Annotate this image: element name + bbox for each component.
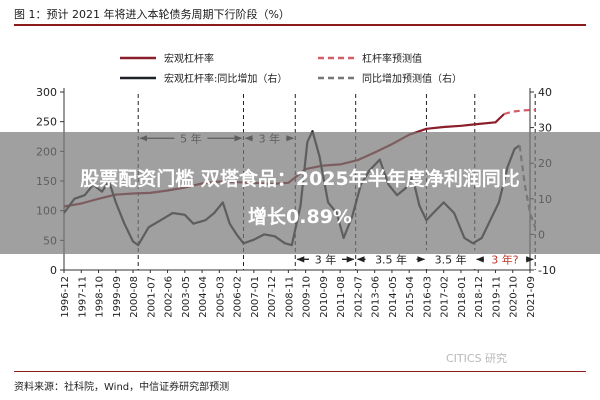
data-source-note: 资料来源：社科院，Wind，中信证券研究部预测 bbox=[14, 382, 230, 393]
x-tick-label: 2001-07 bbox=[146, 276, 157, 318]
right-tick-label: 40 bbox=[538, 86, 552, 99]
x-tick-label: 2019-11 bbox=[491, 276, 502, 318]
x-tick-label: 2007-01 bbox=[250, 276, 261, 318]
period-label: 3.5 年 bbox=[435, 252, 467, 266]
x-tick-label: 2020-10 bbox=[509, 276, 520, 318]
x-tick-label: 2003-05 bbox=[181, 276, 192, 318]
x-tick-label: 1997-11 bbox=[77, 276, 88, 318]
headline-line-1: 股票配资门槛 双塔食品：2025年半年度净利润同比 bbox=[80, 168, 520, 190]
period-label-bg bbox=[425, 250, 477, 267]
x-tick-label: 2008-11 bbox=[284, 276, 295, 318]
x-tick-label: 2018-12 bbox=[474, 276, 485, 318]
x-tick-label: 2012-07 bbox=[353, 276, 364, 318]
x-tick-label: 2014-05 bbox=[388, 276, 399, 318]
x-tick-label: 2015-04 bbox=[405, 276, 416, 318]
legend-label-yoy: 宏观杠杆率:同比增加（右） bbox=[164, 72, 287, 85]
period-label: 3 年? bbox=[491, 252, 518, 266]
period-label: 3.5 年 bbox=[375, 252, 407, 266]
x-tick-label: 2021-09 bbox=[526, 276, 537, 318]
x-tick-label: 2006-02 bbox=[233, 276, 244, 318]
x-tick-label: 2010-09 bbox=[319, 276, 330, 318]
period-label-bg bbox=[365, 250, 417, 267]
x-tick-label: 2004-04 bbox=[198, 276, 209, 318]
x-tick-label: 2007-12 bbox=[267, 276, 278, 318]
x-tick-label: 1996-12 bbox=[60, 276, 71, 318]
x-tick-label: 2002-06 bbox=[164, 276, 175, 318]
legend-label-yoy_forecast: 同比增加预测值（右） bbox=[362, 72, 462, 85]
headline-banner bbox=[0, 132, 600, 254]
x-tick-label: 2011-08 bbox=[336, 276, 347, 318]
left-tick-label: 250 bbox=[36, 116, 57, 129]
x-tick-label: 2000-08 bbox=[129, 276, 140, 318]
title-divider bbox=[14, 24, 586, 26]
x-tick-label: 2018-01 bbox=[457, 276, 468, 318]
legend-label-leverage_forecast: 杠杆率预测值 bbox=[362, 52, 422, 65]
watermark-text: CITICS 研究 bbox=[446, 352, 508, 365]
period-label: 3 年 bbox=[315, 252, 337, 266]
series-line-leverage_forecast bbox=[503, 108, 536, 116]
left-tick-label: 0 bbox=[50, 264, 57, 277]
x-tick-label: 2016-03 bbox=[422, 276, 433, 318]
x-tick-label: 1998-10 bbox=[95, 276, 106, 318]
x-tick-label: 2013-06 bbox=[371, 276, 382, 318]
figure-title: 图 1：预计 2021 年将进入本轮债务周期下行阶段（%） bbox=[14, 8, 290, 21]
right-tick-label: 30 bbox=[538, 122, 552, 135]
headline-line-2: 增长0.89% bbox=[248, 206, 352, 228]
left-tick-label: 300 bbox=[36, 86, 57, 99]
x-tick-label: 2017-02 bbox=[440, 276, 451, 318]
source-divider bbox=[14, 371, 586, 372]
legend-label-leverage: 宏观杠杆率 bbox=[164, 52, 214, 65]
period-label-bg bbox=[483, 250, 526, 267]
x-tick-label: 1999-09 bbox=[112, 276, 123, 318]
right-tick-label: -10 bbox=[538, 264, 556, 277]
x-tick-label: 2005-03 bbox=[215, 276, 226, 318]
period-label-bg bbox=[308, 250, 342, 267]
x-tick-label: 2009-10 bbox=[302, 276, 313, 318]
